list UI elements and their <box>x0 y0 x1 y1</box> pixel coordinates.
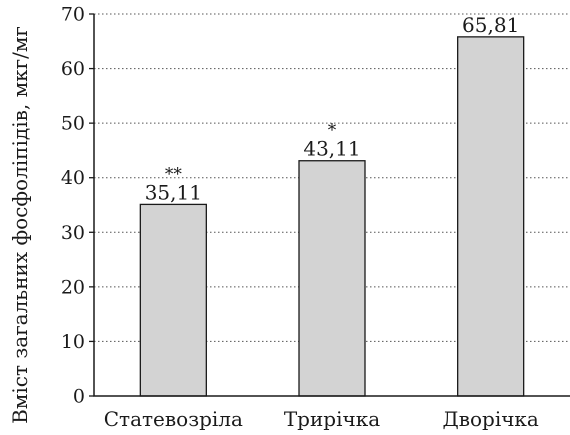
significance-marker: ** <box>165 164 183 184</box>
y-tick-label: 60 <box>61 58 85 80</box>
data-label: 65,81 <box>462 13 519 37</box>
bar-1 <box>139 203 207 397</box>
bars <box>139 36 525 397</box>
y-axis-label: Вміст загальних фосфоліпідів, мкг/мг <box>8 26 32 424</box>
labels: 35,11** Статевозріла 43,11* Трирічка 65,81 Дв… <box>104 13 539 431</box>
x-tick-label: Статевозріла <box>104 407 243 431</box>
x-tick-label: Трирічка <box>284 407 380 431</box>
y-tick-label: 20 <box>61 276 85 298</box>
y-tick-label: 40 <box>61 167 85 189</box>
y-axis-ticks: 0 10 20 30 40 50 60 70 <box>61 4 94 408</box>
y-tick-label: 10 <box>61 331 85 353</box>
y-tick-label: 70 <box>61 4 85 26</box>
bar-2 <box>298 160 366 397</box>
x-tick-label: Дворічка <box>442 407 538 431</box>
y-tick-label: 0 <box>73 386 85 408</box>
bar-3 <box>457 36 525 397</box>
axis-frame <box>93 14 570 397</box>
significance-marker: * <box>328 121 337 141</box>
data-label: 43,11 <box>303 137 360 161</box>
y-tick-label: 30 <box>61 222 85 244</box>
y-tick-label: 50 <box>61 113 85 135</box>
data-label: 35,11 <box>145 180 202 204</box>
